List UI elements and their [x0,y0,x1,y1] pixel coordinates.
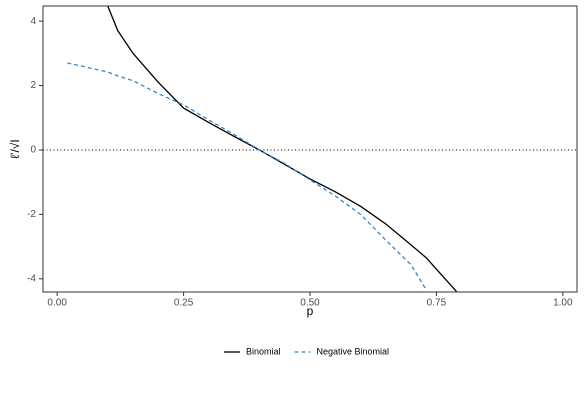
y-axis-title: ℓ'/√I [8,139,22,158]
x-axis-title: p [307,304,314,318]
legend-label: Binomial [246,346,281,356]
y-tick-label: 0 [30,145,36,156]
x-tick-label: 0.75 [427,298,447,309]
y-tick-label: -2 [27,209,36,220]
x-tick-label: 1.00 [553,298,573,309]
y-tick-label: 4 [30,16,36,27]
x-tick-label: 0.50 [300,298,320,309]
y-tick-label: 2 [30,80,36,91]
series-line [107,6,458,292]
y-tick-label: -4 [27,273,36,284]
legend-label: Negative Binomial [317,346,390,356]
plot-border [42,5,578,293]
x-tick-label: 0.25 [174,298,194,309]
series-line [67,62,427,291]
x-tick-label: 0.00 [47,298,67,309]
